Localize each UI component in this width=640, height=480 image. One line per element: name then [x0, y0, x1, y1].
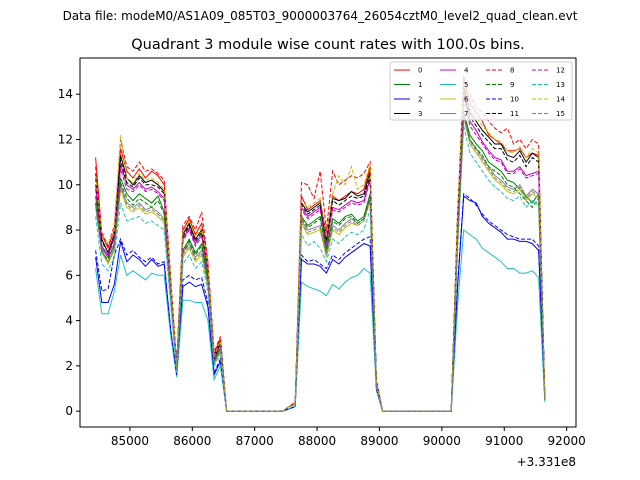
legend-label-5: 5	[464, 81, 468, 89]
legend-label-4: 4	[464, 67, 469, 75]
legend-label-9: 9	[510, 81, 514, 89]
legend-label-8: 8	[510, 67, 514, 75]
legend-label-2: 2	[418, 96, 422, 104]
series-line-10	[95, 192, 546, 412]
y-tick-label: 4	[65, 314, 73, 328]
legend-label-3: 3	[418, 110, 422, 118]
x-tick-label: 85000	[111, 434, 149, 448]
axes-frame	[79, 57, 577, 428]
y-tick-label: 10	[58, 178, 73, 192]
y-tick-label: 6	[65, 268, 73, 282]
x-tick-label: 89000	[360, 434, 398, 448]
legend-label-13: 13	[556, 81, 565, 89]
x-tick-label: 86000	[173, 434, 211, 448]
y-axis: 0 2 4 6 8 10 12 14	[58, 87, 80, 418]
legend-label-14: 14	[556, 96, 565, 104]
x-tick-label: 92000	[548, 434, 586, 448]
y-tick-label: 8	[65, 223, 73, 237]
x-tick-label: 88000	[298, 434, 336, 448]
legend-label-7: 7	[464, 110, 468, 118]
legend-label-11: 11	[510, 110, 519, 118]
x-tick-label: 90000	[423, 434, 461, 448]
x-offset-label: +3.331e8	[517, 455, 576, 469]
series-line-14	[95, 82, 546, 412]
legend-label-15: 15	[556, 110, 565, 118]
legend-label-6: 6	[464, 96, 469, 104]
legend-box	[389, 61, 573, 121]
x-tick-label: 87000	[236, 434, 274, 448]
chart-title: Quadrant 3 module wise count rates with …	[131, 37, 525, 53]
figure-suptitle: Data file: modeM0/AS1A09_085T03_90000037…	[63, 9, 578, 23]
x-axis: 85000 86000 87000 88000 89000 90000 91000 92000	[111, 427, 586, 448]
series-line-15	[95, 116, 546, 412]
y-tick-label: 12	[58, 132, 73, 146]
series-line-9	[95, 116, 546, 412]
legend-label-12: 12	[556, 67, 565, 75]
legend-label-1: 1	[418, 81, 422, 89]
legend-label-0: 0	[418, 67, 422, 75]
y-tick-label: 2	[65, 359, 73, 373]
series-line-13	[95, 125, 546, 412]
series-line-5	[95, 229, 546, 412]
y-tick-label: 0	[65, 404, 73, 418]
legend-label-10: 10	[510, 96, 519, 104]
x-tick-label: 91000	[485, 434, 523, 448]
y-tick-label: 14	[58, 87, 73, 101]
